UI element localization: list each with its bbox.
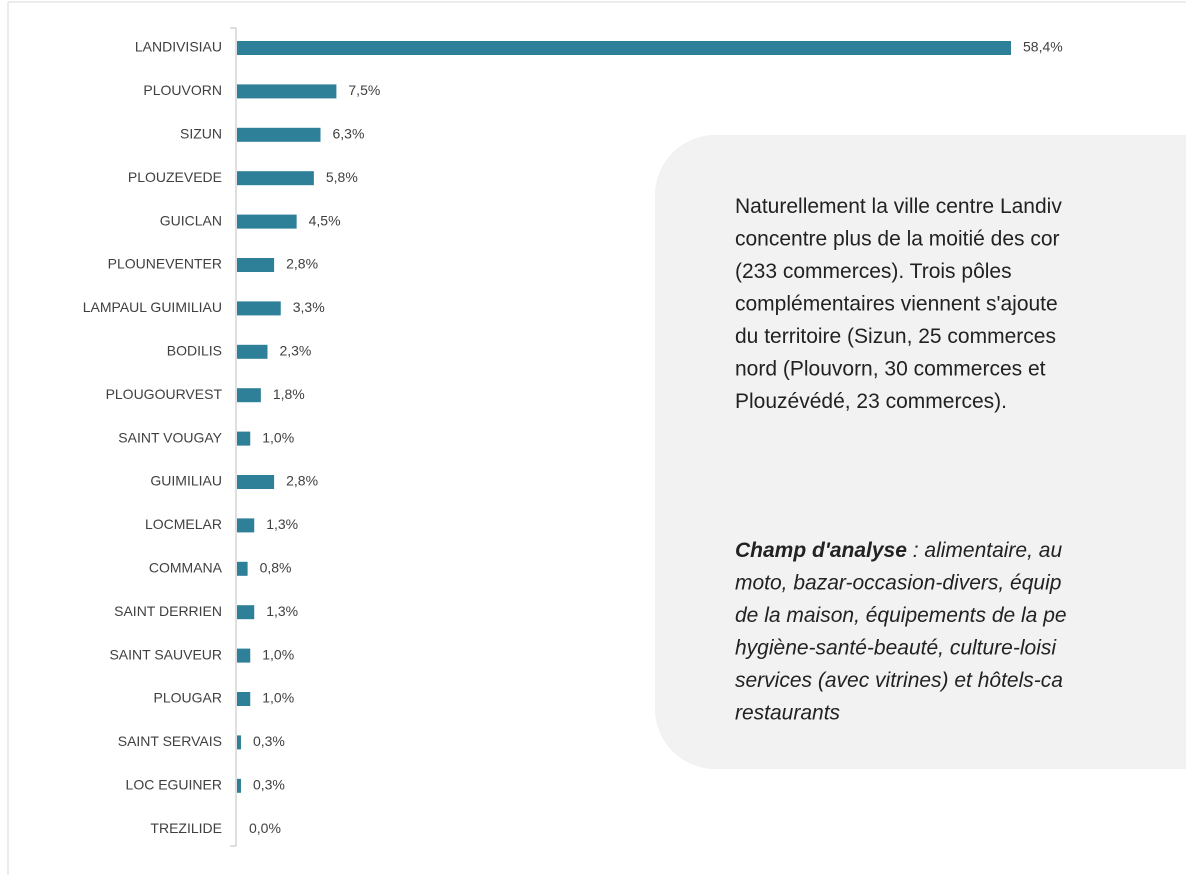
bar bbox=[237, 475, 275, 489]
bar bbox=[237, 41, 1011, 55]
value-label: 1,0% bbox=[262, 646, 294, 662]
value-label: 6,3% bbox=[332, 126, 364, 142]
bar bbox=[237, 518, 255, 533]
category-label: PLOUNEVENTER bbox=[108, 256, 222, 272]
bar bbox=[237, 127, 321, 142]
value-label: 3,3% bbox=[293, 299, 325, 315]
value-label: 0,8% bbox=[260, 560, 292, 576]
category-label: LOCMELAR bbox=[145, 516, 222, 532]
note-line: moto, bazar-occasion-divers, équip bbox=[735, 572, 1061, 595]
note-line: complémentaires viennent s'ajoute bbox=[735, 293, 1058, 316]
bar bbox=[237, 561, 248, 576]
note-box bbox=[655, 135, 1186, 769]
value-label: 1,8% bbox=[273, 386, 305, 402]
category-label: LANDIVISIAU bbox=[135, 39, 222, 55]
category-label: SIZUN bbox=[180, 126, 222, 142]
value-label: 0,0% bbox=[249, 820, 281, 836]
category-label: SAINT SAUVEUR bbox=[109, 646, 222, 662]
note-line: concentre plus de la moitié des cor bbox=[735, 228, 1060, 251]
category-label: SAINT DERRIEN bbox=[114, 603, 222, 619]
bar bbox=[237, 778, 241, 793]
note-line: de la maison, équipements de la pe bbox=[735, 604, 1067, 627]
note-line: Champ d'analyse : alimentaire, au bbox=[735, 539, 1062, 562]
value-label: 0,3% bbox=[253, 733, 285, 749]
category-label: PLOUGAR bbox=[154, 690, 222, 706]
category-label: PLOUVORN bbox=[143, 82, 222, 98]
category-label: PLOUGOURVEST bbox=[106, 386, 223, 402]
bar bbox=[237, 344, 268, 359]
value-label: 2,8% bbox=[286, 473, 318, 489]
category-label: LAMPAUL GUIMILIAU bbox=[83, 299, 222, 315]
bar bbox=[237, 648, 251, 663]
note-text: Naturellement la ville centre Landiv conc… bbox=[735, 195, 1067, 725]
value-label: 2,3% bbox=[279, 343, 311, 359]
scope-label: Champ d'analyse bbox=[735, 539, 907, 562]
value-label: 5,8% bbox=[326, 169, 358, 185]
value-label: 58,4% bbox=[1023, 39, 1063, 55]
note-line: services (avec vitrines) et hôtels-ca bbox=[735, 669, 1063, 692]
note-line: Naturellement la ville centre Landiv bbox=[735, 195, 1062, 218]
bar bbox=[237, 214, 297, 229]
bar bbox=[237, 171, 314, 186]
bar bbox=[237, 301, 281, 316]
value-label: 1,0% bbox=[262, 429, 294, 445]
bar bbox=[237, 431, 251, 446]
category-label: GUIMILIAU bbox=[150, 473, 222, 489]
note-line: nord (Plouvorn, 30 commerces et bbox=[735, 358, 1046, 381]
bar bbox=[237, 388, 261, 403]
value-label: 1,0% bbox=[262, 690, 294, 706]
category-label: GUICLAN bbox=[160, 212, 222, 228]
category-label: PLOUZEVEDE bbox=[128, 169, 222, 185]
category-label: LOC EGUINER bbox=[126, 777, 222, 793]
bar bbox=[237, 735, 241, 750]
bar bbox=[237, 605, 255, 620]
value-label: 2,8% bbox=[286, 256, 318, 272]
category-label: SAINT VOUGAY bbox=[118, 429, 222, 445]
value-label: 1,3% bbox=[266, 516, 298, 532]
bar bbox=[237, 84, 337, 99]
scope-text: : alimentaire, au bbox=[907, 539, 1063, 562]
note-line: Plouzévédé, 23 commerces). bbox=[735, 390, 1007, 413]
category-label: SAINT SERVAIS bbox=[118, 733, 222, 749]
category-label: BODILIS bbox=[167, 343, 222, 359]
value-label: 0,3% bbox=[253, 777, 285, 793]
note-line: hygiène-santé-beauté, culture-loisi bbox=[735, 637, 1057, 660]
value-label: 7,5% bbox=[348, 82, 380, 98]
category-label: TREZILIDE bbox=[150, 820, 222, 836]
value-label: 1,3% bbox=[266, 603, 298, 619]
bar bbox=[237, 258, 275, 272]
note-line: du territoire (Sizun, 25 commerces bbox=[735, 325, 1056, 348]
value-label: 4,5% bbox=[309, 212, 341, 228]
note-line: (233 commerces). Trois pôles bbox=[735, 260, 1012, 283]
note-line: restaurants bbox=[735, 702, 841, 725]
category-label: COMMANA bbox=[149, 560, 223, 576]
bar bbox=[237, 692, 251, 706]
